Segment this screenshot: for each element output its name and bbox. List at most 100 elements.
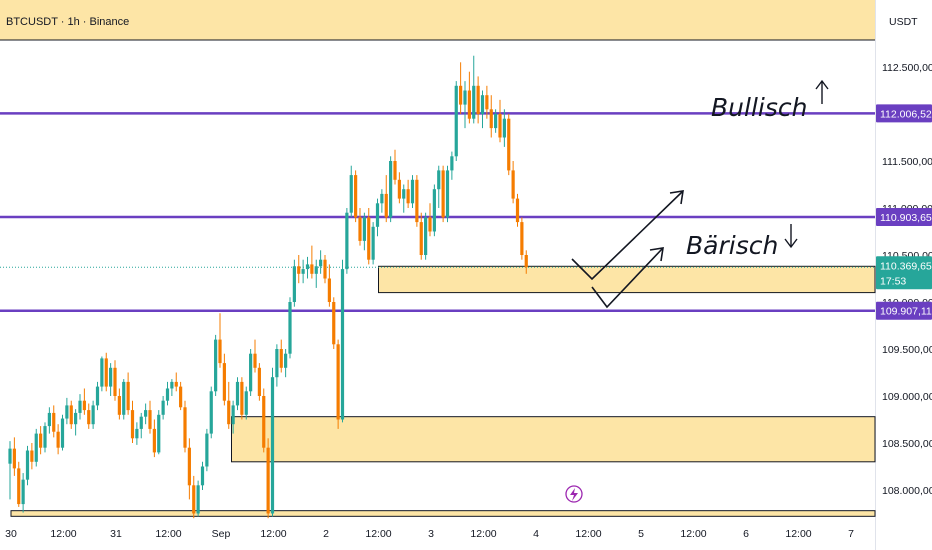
candle [445, 165, 450, 223]
support-zone[interactable] [10, 510, 876, 517]
candle [165, 381, 170, 406]
candle [200, 461, 205, 490]
header-bar [0, 0, 875, 40]
candle [310, 245, 314, 279]
support-zone[interactable] [378, 265, 876, 294]
price-tick-label: 108.500,00 [882, 438, 932, 450]
candle [192, 475, 196, 519]
candle-body [109, 367, 113, 387]
candle [292, 259, 296, 307]
annotation-baerisch[interactable]: Bärisch [686, 231, 778, 260]
projection-path-lower[interactable] [591, 247, 664, 309]
price-tags-layer: 112.006,52 110.903,65 109.907,11 110.369,65… [876, 104, 932, 320]
level-price-tag[interactable]: 110.903,65 [876, 208, 932, 227]
time-tick-label: 7 [848, 528, 854, 540]
time-tick-label: 31 [110, 528, 122, 540]
candle-body [152, 428, 156, 453]
price-tick-label: 108.000,00 [882, 485, 932, 497]
candle [139, 412, 143, 439]
candle [74, 409, 78, 436]
candle [262, 388, 266, 453]
candle [323, 255, 327, 284]
candle-body [170, 381, 174, 389]
candle [375, 198, 380, 237]
candle-body [214, 339, 218, 392]
zones-layer [10, 265, 876, 517]
candle-body [467, 90, 471, 119]
candle [472, 55, 476, 124]
lightning-icon[interactable] [565, 485, 583, 503]
level-price-tag[interactable]: 109.907,11 [876, 301, 932, 320]
level-price-tag-text: 109.907,11 [880, 306, 932, 318]
candle-body [139, 416, 143, 429]
candle-body [524, 255, 528, 268]
candle [319, 250, 323, 274]
currency-label[interactable]: USDT [889, 16, 918, 28]
candle [349, 165, 353, 218]
candles-layer [8, 55, 528, 519]
candle [209, 386, 213, 439]
time-axis[interactable]: 30 12:00 31 12:00 Sep 12:00 2 12:00 3 12:00 4 12:00… [5, 528, 854, 540]
candle-body [266, 447, 270, 514]
time-tick-label: 2 [323, 528, 329, 540]
time-tick-label: 5 [638, 528, 644, 540]
candle-body [323, 259, 327, 279]
candle [39, 426, 43, 455]
candle-body [410, 179, 415, 204]
candle-body [91, 405, 95, 425]
candle-body [135, 428, 139, 439]
candle-body [406, 189, 410, 204]
level-price-tag-bg [876, 301, 932, 320]
candle-body [485, 95, 489, 110]
candle-body [21, 479, 25, 505]
candle-body [454, 85, 458, 157]
candle-body [432, 189, 436, 232]
candle-body [459, 85, 463, 105]
candle [187, 438, 191, 500]
candle-body [39, 433, 43, 448]
candle [301, 259, 305, 284]
candle-body [262, 396, 266, 448]
candle-body [450, 156, 454, 171]
candle [157, 410, 161, 455]
level-price-tag[interactable]: 112.006,52 [876, 104, 932, 123]
current-price-tag-bg [876, 256, 932, 290]
candle-body [244, 391, 248, 415]
candle-body [165, 388, 170, 401]
candle-body [222, 363, 226, 401]
candle-body [227, 400, 231, 425]
candle [314, 259, 318, 288]
candle [266, 438, 270, 519]
candle [332, 297, 336, 349]
candle-body [104, 358, 108, 387]
candle [288, 297, 292, 359]
arrow-up-icon[interactable] [815, 79, 829, 104]
candle-body [402, 189, 406, 199]
time-tick-label: 30 [5, 528, 17, 540]
candle [367, 208, 371, 265]
candle-body [336, 344, 340, 420]
projection-path-upper[interactable] [571, 190, 684, 281]
time-tick-label: 12:00 [680, 528, 706, 540]
candle-body [122, 381, 126, 415]
candle-body [52, 412, 56, 432]
candle-body [424, 217, 428, 255]
candle [205, 428, 209, 472]
candle [494, 109, 498, 133]
arrow-down-icon[interactable] [784, 224, 798, 249]
candle-body [235, 381, 240, 406]
candle [406, 179, 410, 208]
candle-body [231, 405, 235, 425]
candle-body [389, 161, 393, 218]
candle [65, 397, 69, 425]
support-zone[interactable] [231, 416, 876, 463]
candle [507, 114, 511, 176]
candle [358, 208, 362, 246]
annotation-bullisch[interactable]: Bullisch [711, 93, 807, 122]
candle-body [472, 85, 476, 119]
current-price-tag[interactable]: 110.369,65 17:53 [876, 256, 932, 290]
candle [87, 403, 91, 429]
candle [249, 349, 253, 396]
